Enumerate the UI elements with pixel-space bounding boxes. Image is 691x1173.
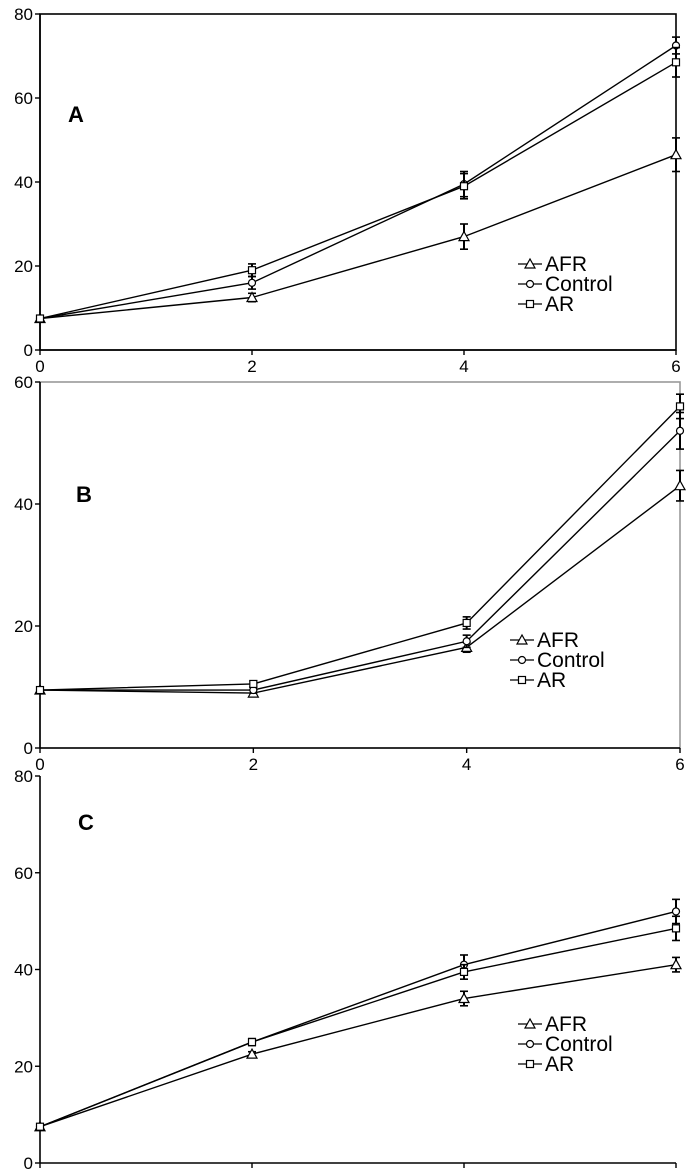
legend-label-ar-a: AR [545,293,574,316]
legend-label-afr-b: AFR [537,629,579,652]
y-tick-label-a: 20 [14,257,33,276]
data-point-ar-c [247,1037,257,1047]
data-point-ar-c [459,967,469,977]
plot-frame-a [39,13,677,351]
data-point-ar-a [671,58,681,67]
data-point-ar-b [462,618,471,628]
legend-marker-control-a [525,279,535,289]
x-tick-label-c: 4 [459,1170,468,1173]
data-point-control-a [247,278,257,287]
x-tick-label-a: 4 [459,357,468,376]
y-tick-label-b: 0 [24,739,33,758]
legend-label-afr-c: AFR [545,1013,587,1036]
legend-marker-control-b [517,655,527,665]
x-tick-label-a: 0 [35,357,44,376]
data-point-ar-b [675,402,685,411]
legend-marker-afr-a [523,257,537,269]
data-point-control-b [675,426,685,435]
legend-marker-ar-c [525,1059,535,1069]
series-line-ar-a [39,61,677,320]
data-point-ar-b [249,679,258,689]
data-point-ar-c [35,1122,45,1131]
panel-label-c: C [78,810,94,835]
x-tick-label-a: 6 [671,357,680,376]
series-line-control-b [40,430,681,691]
legend-label-ar-b: AR [537,669,566,692]
legend-marker-ar-b [517,675,527,685]
series-line-afr-a [39,154,677,320]
y-tick-label-a: 60 [14,89,33,108]
data-point-ar-b [35,685,45,695]
y-tick-label-b: 60 [14,373,33,392]
x-tick-label-c: 2 [247,1170,256,1173]
series-line-ar-c [39,927,677,1128]
data-point-ar-a [247,266,257,275]
legend-marker-ar-a [525,299,535,309]
data-point-ar-c [671,924,681,933]
x-tick-label-b: 6 [675,755,684,774]
y-tick-label-c: 40 [14,961,33,980]
legend-label-control-c: Control [545,1033,613,1056]
y-tick-label-c: 20 [14,1057,33,1076]
x-tick-label-a: 2 [247,357,256,376]
data-point-control-b [462,637,471,646]
x-tick-label-c: 0 [35,1170,44,1173]
y-tick-label-a: 40 [14,173,33,192]
legend-marker-control-c [525,1039,535,1049]
y-tick-label-c: 60 [14,864,33,883]
legend-label-ar-c: AR [545,1053,574,1076]
series-line-afr-b [39,485,681,694]
data-point-afr-a [457,230,471,242]
data-point-afr-a [245,291,259,303]
data-point-afr-c [245,1047,259,1059]
legend-marker-afr-b [515,633,529,645]
data-point-afr-b [673,479,687,491]
y-tick-label-a: 0 [24,341,33,360]
data-point-afr-a [669,148,683,160]
legend-label-afr-a: AFR [545,253,587,276]
panel-label-a: A [68,102,84,127]
legend-label-control-a: Control [545,273,613,296]
x-tick-label-b: 2 [249,755,258,774]
y-tick-label-b: 40 [14,495,33,514]
x-tick-label-b: 4 [462,755,471,774]
y-tick-label-a: 80 [14,5,33,24]
y-tick-label-c: 0 [24,1154,33,1173]
series-line-afr-c [39,963,677,1128]
x-tick-label-b: 0 [35,755,44,774]
data-point-afr-c [457,992,471,1004]
panel-label-b: B [76,482,92,507]
data-point-ar-a [459,182,469,191]
data-point-afr-c [669,958,683,970]
plot-frame-b [39,381,681,749]
data-point-ar-a [35,314,45,323]
series-line-control-a [39,44,677,320]
data-point-control-c [671,907,681,916]
legend-label-control-b: Control [537,649,605,672]
series-line-ar-b [39,405,681,691]
y-tick-label-b: 20 [14,617,33,636]
y-tick-label-c: 80 [14,767,33,786]
legend-marker-afr-c [523,1017,537,1029]
x-tick-label-c: 6 [671,1170,680,1173]
